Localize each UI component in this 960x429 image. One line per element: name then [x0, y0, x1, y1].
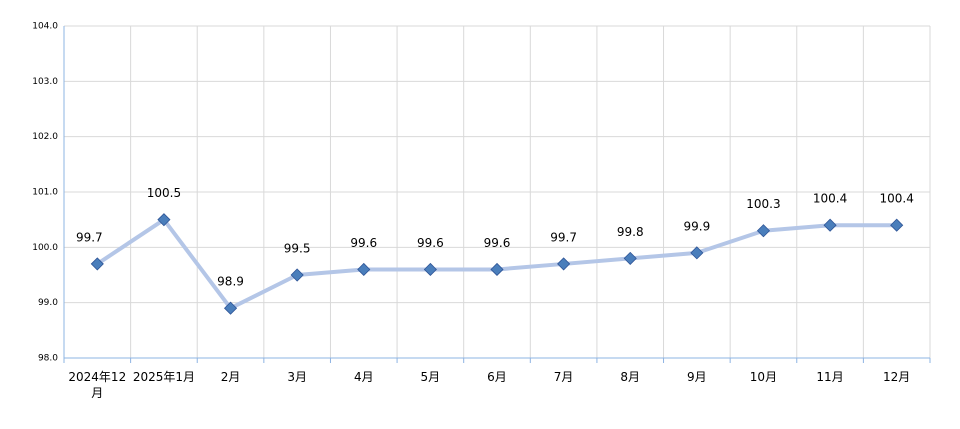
y-tick-label: 100.0 [32, 243, 58, 253]
data-label: 98.9 [217, 275, 244, 289]
x-tick-label: 10月 [749, 370, 778, 384]
marker [423, 262, 437, 277]
x-tick-label: 9月 [687, 370, 707, 384]
data-label: 99.9 [683, 219, 710, 233]
x-tick-label: 11月 [816, 370, 844, 384]
data-label: 99.5 [284, 242, 311, 256]
marker [890, 218, 904, 232]
marker [690, 246, 704, 260]
x-tick-label: 2025年1月 [132, 370, 195, 384]
x-tick-label: 12月 [883, 370, 911, 384]
data-label: 99.6 [484, 236, 511, 250]
marker [756, 224, 771, 238]
data-label: 99.7 [550, 230, 577, 244]
x-tick-label: 5月 [420, 370, 441, 384]
marker [90, 257, 104, 271]
marker [557, 257, 571, 271]
x-tick-label: 2024年12月 [68, 370, 127, 400]
y-tick-label: 104.0 [32, 22, 58, 32]
x-tick-label: 8月 [620, 370, 641, 384]
marker [157, 213, 171, 227]
marker [290, 268, 304, 282]
data-label: 99.6 [417, 236, 444, 250]
data-label: 99.6 [350, 236, 377, 250]
x-tick-label: 6月 [487, 370, 507, 384]
y-tick-label: 102.0 [32, 132, 58, 142]
data-label: 100.3 [746, 197, 780, 211]
x-tick-label: 7月 [553, 370, 574, 384]
x-tick-label: 2月 [220, 370, 241, 384]
y-tick-label: 101.0 [32, 188, 58, 198]
data-label: 100.4 [880, 192, 914, 206]
y-tick-label: 98.0 [38, 354, 58, 364]
marker [357, 262, 371, 277]
data-label: 100.4 [813, 192, 847, 206]
data-label: 100.5 [147, 186, 181, 200]
x-tick-label: 4月 [353, 370, 374, 384]
marker [823, 218, 837, 232]
y-tick-label: 103.0 [32, 77, 58, 87]
marker [223, 301, 238, 315]
marker [623, 251, 637, 265]
data-label: 99.7 [76, 230, 103, 244]
marker [490, 262, 504, 277]
x-tick-label: 3月 [287, 370, 307, 384]
y-tick-label: 99.0 [38, 298, 58, 308]
data-label: 99.8 [617, 225, 644, 239]
